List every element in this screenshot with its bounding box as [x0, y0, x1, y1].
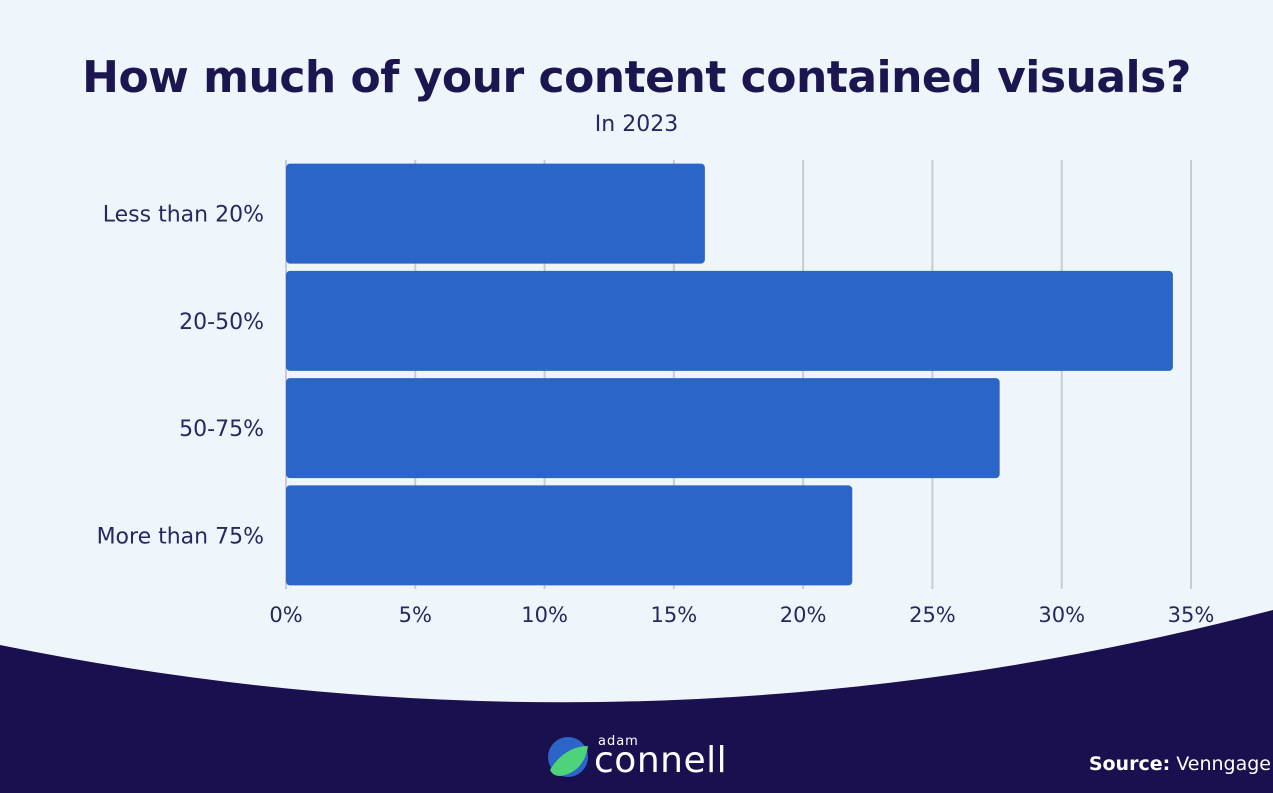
- logo-text-adam: adam: [598, 734, 639, 749]
- source-credit: Source: Venngage: [1089, 753, 1271, 775]
- x-tick-label: 30%: [1038, 603, 1085, 627]
- category-label: Less than 20%: [103, 203, 264, 228]
- category-label: 20-50%: [179, 310, 264, 335]
- x-tick-label: 0%: [269, 603, 302, 627]
- source-value: Venngage: [1176, 753, 1271, 775]
- category-label: More than 75%: [97, 524, 264, 549]
- category-label: 50-75%: [179, 417, 264, 442]
- adam-connell-logo: adam connell: [544, 732, 754, 782]
- x-tick-labels: 0% 5% 10% 15% 20% 25% 30% 35%: [269, 603, 1214, 627]
- x-tick-label: 15%: [651, 603, 698, 627]
- bar: [286, 163, 705, 264]
- x-tick-label: 5%: [399, 603, 432, 627]
- x-tick-label: 25%: [909, 603, 956, 627]
- chart-title: How much of your content contained visua…: [82, 52, 1191, 103]
- category-labels: Less than 20% 20-50% 50-75% More than 75%: [97, 203, 264, 550]
- x-tick-label: 10%: [521, 603, 568, 627]
- bar: [286, 485, 853, 586]
- x-tick-label: 20%: [780, 603, 827, 627]
- bars: [286, 163, 1173, 586]
- bar: [286, 378, 1000, 479]
- bar: [286, 270, 1173, 371]
- logo-text-connell: connell: [594, 740, 728, 781]
- adam-connell-logo-icon: [548, 737, 588, 777]
- chart-subtitle: In 2023: [594, 112, 679, 137]
- footer-wave-shape: [0, 610, 1273, 793]
- source-label: Source:: [1088, 753, 1171, 775]
- x-tick-label: 35%: [1168, 603, 1215, 627]
